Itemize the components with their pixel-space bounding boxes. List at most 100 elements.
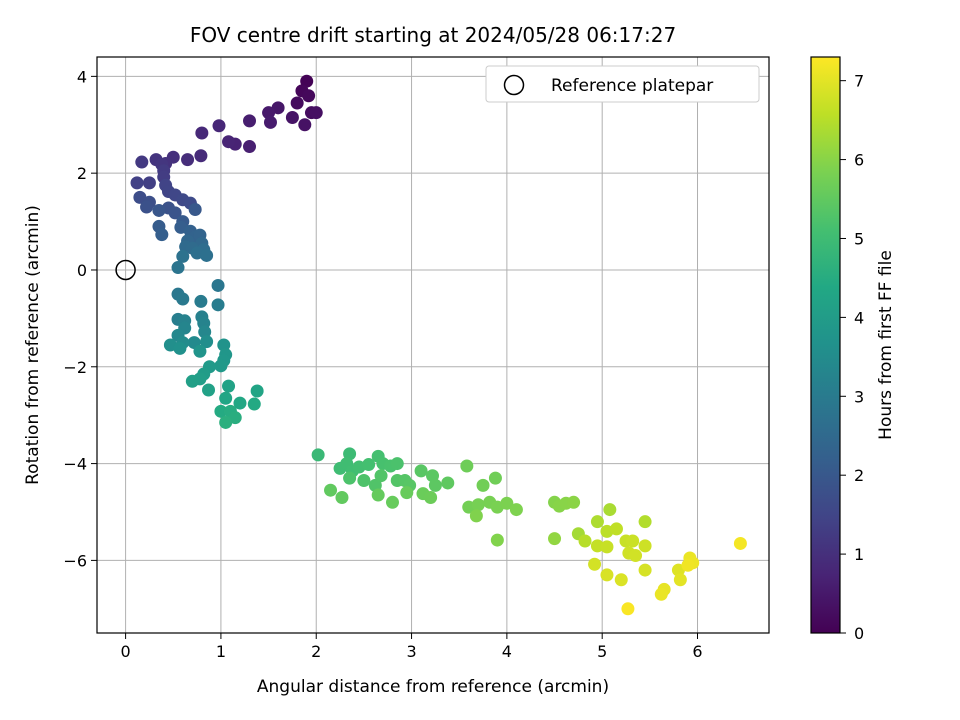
data-point xyxy=(371,488,385,502)
data-point xyxy=(476,478,490,492)
colorbar-tick-label: 6 xyxy=(854,151,864,170)
data-point xyxy=(609,522,623,536)
data-point xyxy=(135,155,149,169)
data-point xyxy=(681,558,695,572)
x-tick-label: 0 xyxy=(121,642,131,661)
data-point xyxy=(298,118,312,132)
data-point xyxy=(222,379,236,393)
data-point xyxy=(185,374,199,388)
colorbar-tick-label: 5 xyxy=(854,229,864,248)
data-point xyxy=(469,509,483,523)
y-tick-label: 2 xyxy=(77,164,87,183)
data-point xyxy=(200,248,214,262)
y-tick-label: −4 xyxy=(63,455,87,474)
data-point xyxy=(600,568,614,582)
chart-title: FOV centre drift starting at 2024/05/28 … xyxy=(190,23,676,47)
data-point xyxy=(263,115,277,129)
legend-marker-reference xyxy=(503,74,525,96)
data-point xyxy=(578,534,592,548)
data-point xyxy=(211,278,225,292)
data-point xyxy=(300,74,314,88)
data-point xyxy=(673,573,687,587)
data-point xyxy=(654,587,668,601)
data-point xyxy=(194,294,208,308)
data-point xyxy=(217,338,231,352)
data-point xyxy=(140,200,154,214)
x-tick-label: 3 xyxy=(406,642,416,661)
data-point xyxy=(385,495,399,509)
data-point xyxy=(168,206,182,220)
colorbar-gradient xyxy=(810,56,841,634)
data-point xyxy=(488,471,502,485)
data-point xyxy=(247,397,261,411)
legend-label-reference: Reference platepar xyxy=(551,76,713,96)
data-point xyxy=(214,404,228,418)
data-point xyxy=(214,359,228,373)
data-point xyxy=(335,490,349,504)
y-tick-label: 4 xyxy=(77,67,87,86)
x-tick-label: 6 xyxy=(692,642,702,661)
plot-frame xyxy=(96,56,770,634)
data-point xyxy=(626,534,640,548)
x-tick-label: 5 xyxy=(597,642,607,661)
colorbar-tick-label: 3 xyxy=(854,387,864,406)
data-point xyxy=(243,140,257,154)
data-point xyxy=(155,228,169,242)
colorbar-tick-label: 7 xyxy=(854,72,864,91)
data-point xyxy=(414,464,428,478)
data-point xyxy=(638,539,652,553)
data-point xyxy=(548,532,562,546)
y-tick-label: −6 xyxy=(63,551,87,570)
data-point xyxy=(629,549,643,563)
y-ticks: −6 −4 −2 0 2 4 xyxy=(63,67,97,570)
data-point xyxy=(428,478,442,492)
data-point xyxy=(374,469,388,483)
data-point xyxy=(198,325,212,339)
legend: Reference platepar xyxy=(485,65,760,103)
data-point xyxy=(500,496,514,510)
x-axis-label: Angular distance from reference (arcmin) xyxy=(257,677,609,697)
data-point xyxy=(250,384,264,398)
data-point xyxy=(202,383,216,397)
data-point xyxy=(733,536,747,550)
x-ticks: 0 1 2 3 4 5 6 xyxy=(121,633,703,661)
data-point xyxy=(200,335,214,349)
data-point xyxy=(309,106,323,120)
x-tick-label: 2 xyxy=(311,642,321,661)
data-point xyxy=(290,96,304,110)
data-point xyxy=(324,483,338,497)
data-point xyxy=(171,261,185,275)
data-point xyxy=(614,573,628,587)
data-point xyxy=(603,503,617,517)
data-point xyxy=(390,457,404,471)
data-point xyxy=(285,111,299,125)
data-point xyxy=(311,448,325,462)
data-point xyxy=(181,153,195,167)
data-point xyxy=(638,563,652,577)
colorbar-tick-label: 4 xyxy=(854,308,864,327)
data-point xyxy=(590,515,604,529)
colorbar-label: Hours from first FF file xyxy=(876,250,896,440)
data-point xyxy=(130,176,144,190)
colorbar-tick-label: 0 xyxy=(854,624,864,643)
colorbar-ticks: 0 1 2 3 4 5 6 7 xyxy=(840,72,864,643)
data-point xyxy=(211,298,225,312)
data-point xyxy=(638,515,652,529)
data-point xyxy=(590,539,604,553)
colorbar-tick-label: 2 xyxy=(854,466,864,485)
reference-marker xyxy=(115,259,136,281)
data-point xyxy=(173,341,187,355)
data-point xyxy=(188,202,202,216)
data-point xyxy=(471,498,485,512)
y-tick-label: −2 xyxy=(63,358,87,377)
data-point xyxy=(219,391,233,405)
data-point xyxy=(509,503,523,517)
y-tick-label: 0 xyxy=(77,261,87,280)
data-point xyxy=(262,106,276,120)
data-point xyxy=(302,89,316,103)
data-point xyxy=(142,176,156,190)
data-point xyxy=(357,474,371,488)
data-point xyxy=(233,396,247,410)
x-tick-label: 1 xyxy=(216,642,226,661)
